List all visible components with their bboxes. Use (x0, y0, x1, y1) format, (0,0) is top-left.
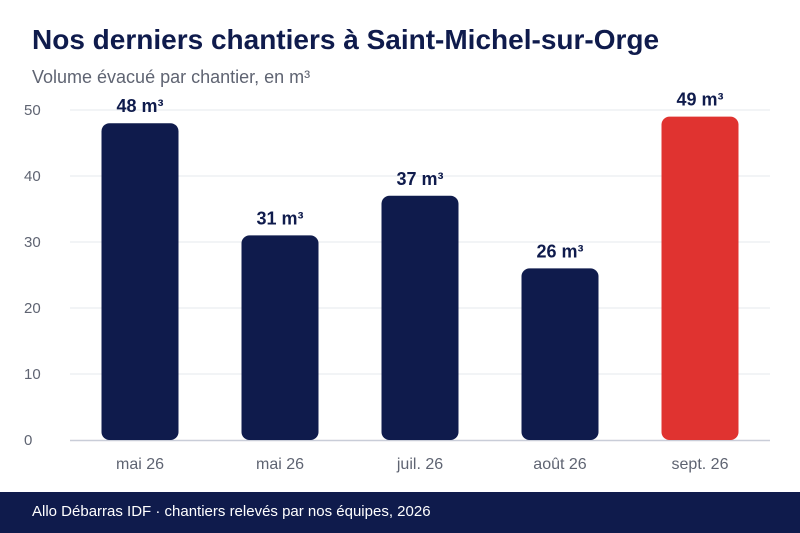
y-tick-label: 40 (24, 168, 41, 185)
data-label: 48 m³ (116, 96, 163, 116)
y-tick-label: 20 (24, 300, 41, 317)
data-label: 37 m³ (396, 169, 443, 189)
data-label: 49 m³ (676, 90, 723, 110)
chart-subtitle: Volume évacué par chantier, en m³ (32, 67, 311, 87)
bar-chart: 0 10 20 30 40 50 48 m³ mai 26 31 m³ mai 26 37 m³ ju… (24, 90, 770, 473)
chart-title: Nos derniers chantiers à Saint-Michel-su… (32, 24, 660, 55)
x-tick-label: mai 26 (256, 456, 304, 473)
bar (381, 195, 459, 440)
footer-bar: Allo Débarras IDF · chantiers relevés pa… (0, 492, 800, 533)
y-tick-label: 0 (24, 432, 32, 449)
x-tick-label: juil. 26 (396, 456, 443, 473)
footer-source: Allo Débarras IDF · chantiers relevés pa… (32, 503, 431, 520)
y-tick-label: 10 (24, 366, 41, 383)
x-tick-label: mai 26 (116, 456, 164, 473)
y-tick-label: 50 (24, 102, 41, 119)
x-tick-label: août 26 (533, 456, 586, 473)
x-tick-label: sept. 26 (672, 456, 729, 473)
y-tick-label: 30 (24, 234, 41, 251)
bar (661, 116, 739, 440)
data-label: 31 m³ (256, 208, 303, 228)
bar (521, 268, 599, 440)
bar (101, 123, 179, 440)
data-label: 26 m³ (536, 241, 583, 261)
bar (241, 235, 319, 440)
